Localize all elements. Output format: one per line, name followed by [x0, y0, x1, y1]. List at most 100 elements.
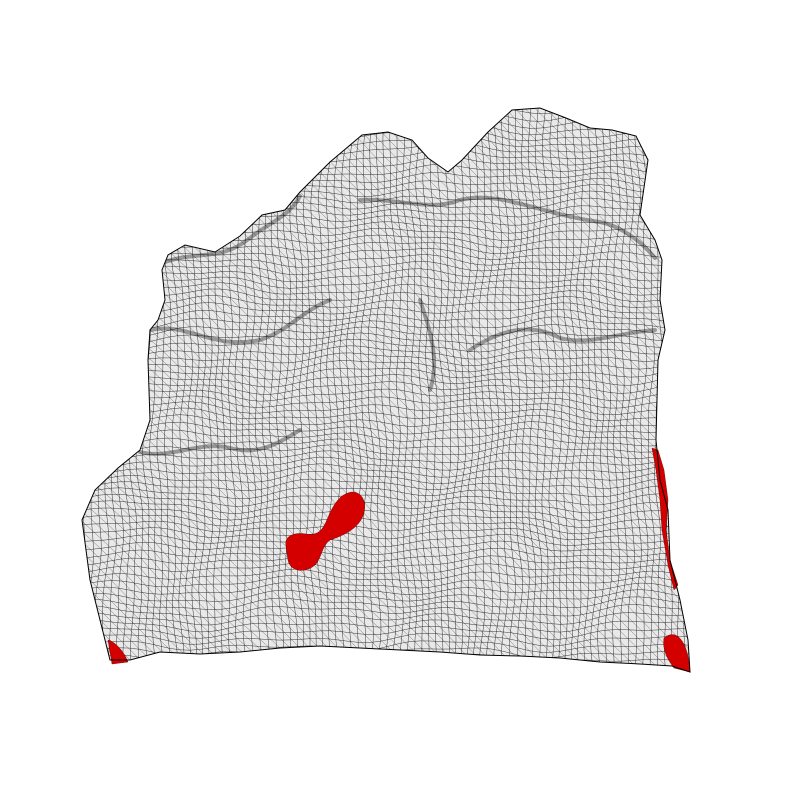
mesh-line — [82, 316, 690, 330]
mesh-line — [742, 95, 766, 116]
mesh-line — [82, 345, 690, 360]
mesh-line — [82, 668, 690, 672]
mesh-line — [489, 108, 690, 366]
mesh-line — [73, 100, 81, 680]
mesh-line — [82, 395, 690, 409]
mesh-line — [478, 108, 487, 672]
mesh-line — [515, 108, 523, 672]
mesh-line — [626, 108, 635, 672]
right-edge-red-strip — [651, 447, 679, 591]
mesh-line — [82, 295, 690, 308]
mesh-line — [563, 108, 571, 672]
mesh-line — [82, 456, 690, 471]
mesh-line — [493, 108, 502, 672]
ridge-fold — [138, 428, 302, 456]
mesh-line — [82, 254, 690, 268]
mesh-line — [688, 108, 690, 672]
mesh-line — [682, 108, 690, 672]
mesh-line — [569, 108, 578, 672]
mesh-line — [82, 596, 690, 610]
mesh-line — [443, 108, 690, 417]
mesh-line — [82, 332, 690, 345]
mesh-line — [457, 108, 466, 672]
mesh-line — [82, 421, 690, 435]
ridge-fold — [163, 194, 302, 264]
mesh-line — [82, 604, 690, 618]
mesh-line — [402, 108, 411, 672]
mesh-line — [489, 108, 690, 375]
mesh-line — [507, 108, 516, 672]
mesh-line — [82, 407, 690, 422]
mesh-line — [82, 268, 690, 283]
mesh-line — [464, 108, 473, 672]
mesh-line — [631, 108, 690, 226]
mesh-line — [323, 108, 690, 537]
mesh-line — [82, 450, 690, 464]
mesh-line — [82, 618, 690, 633]
mesh-line — [395, 108, 404, 672]
ridge-fold — [358, 195, 657, 260]
mesh-line — [706, 97, 767, 156]
mesh-line — [82, 108, 88, 672]
mesh-line — [371, 108, 690, 498]
mesh-line — [82, 388, 690, 402]
mesh-line — [82, 302, 690, 316]
mesh-line — [346, 108, 355, 672]
mesh-line — [512, 108, 690, 348]
mesh-line — [590, 108, 598, 672]
mesh-line — [82, 324, 690, 338]
mesh-line — [471, 108, 480, 672]
mesh-line — [82, 471, 288, 672]
mesh-line — [324, 108, 333, 672]
mesh-line — [70, 670, 82, 681]
mesh-line — [82, 288, 690, 302]
ridge-fold — [148, 298, 332, 345]
mesh-line — [467, 108, 690, 396]
mesh-line — [604, 108, 614, 672]
mesh-line — [576, 108, 585, 672]
mesh-line — [82, 115, 690, 129]
mesh-line — [456, 108, 690, 406]
mesh-line — [82, 463, 690, 478]
mesh-line — [82, 490, 263, 672]
mesh-line — [619, 108, 628, 672]
mesh-line — [82, 648, 105, 672]
mesh-line — [583, 108, 592, 672]
ridge-fold — [468, 327, 657, 352]
mesh-line — [656, 108, 690, 206]
mesh-line — [374, 108, 383, 672]
mesh-line — [718, 100, 767, 146]
mesh-line — [644, 108, 690, 216]
mesh-line — [82, 247, 690, 260]
mesh-line — [500, 108, 690, 357]
mesh-line — [408, 108, 417, 672]
mesh-line — [597, 108, 606, 672]
mesh-line — [429, 108, 438, 672]
mesh-line — [82, 660, 690, 672]
mesh-line — [486, 108, 495, 672]
mesh-line — [66, 100, 74, 680]
mesh-line — [669, 108, 690, 186]
mesh-line — [753, 96, 765, 106]
ridge-fold — [418, 298, 437, 392]
mesh-line — [696, 100, 704, 680]
mesh-line — [82, 611, 690, 626]
mesh-line — [82, 582, 690, 596]
mesh-line — [82, 493, 690, 507]
mesh-line — [555, 108, 565, 672]
mesh-line — [82, 640, 690, 653]
mesh-line — [82, 381, 690, 395]
mesh-line — [431, 108, 690, 428]
mesh-line — [668, 108, 690, 196]
mesh-line — [82, 108, 690, 115]
central-red-blob — [285, 491, 365, 571]
mesh-line — [347, 108, 690, 518]
mesh-line — [82, 276, 690, 289]
mesh-line — [310, 108, 319, 672]
mesh-line — [82, 108, 690, 122]
mesh-line — [82, 414, 690, 428]
mesh-line — [633, 108, 642, 672]
ridge-shading — [138, 194, 657, 456]
